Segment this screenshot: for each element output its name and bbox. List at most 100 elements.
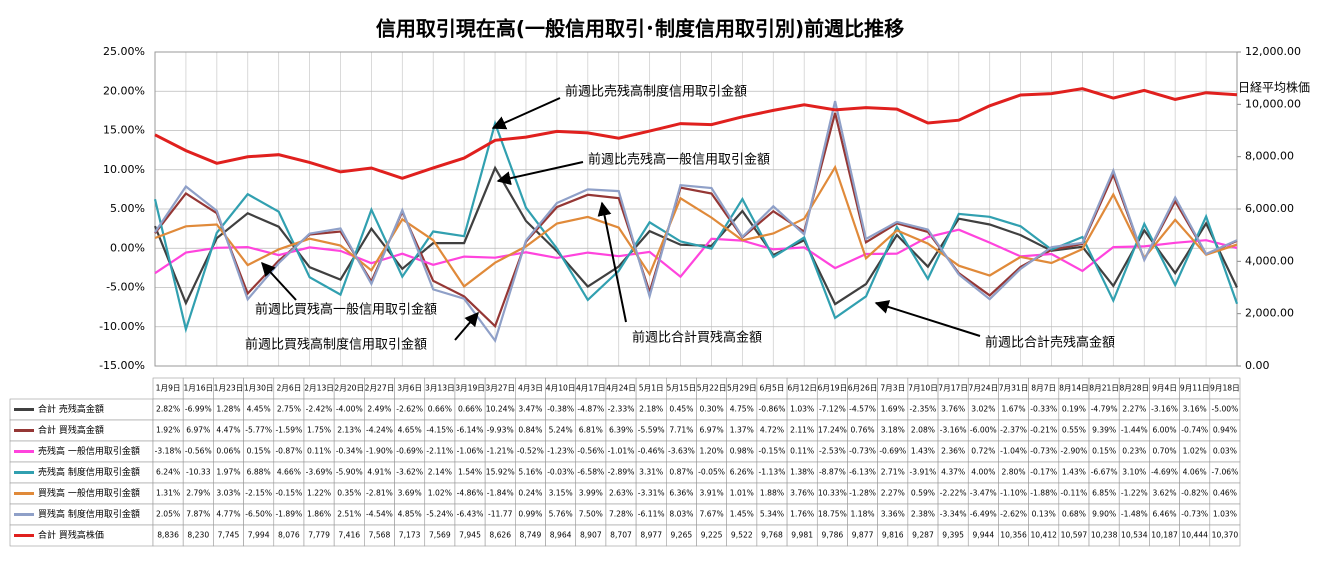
table-value: 7.50%	[579, 510, 603, 519]
y2-tick-label: 8,000.00	[1245, 150, 1294, 163]
table-value: 4.65%	[398, 426, 422, 435]
table-value: -2.33%	[608, 405, 635, 414]
table-value: 3.16%	[1183, 405, 1207, 414]
table-value: 6.36%	[669, 489, 693, 498]
series-line	[154, 100, 1238, 344]
table-value: 6.46%	[1152, 510, 1176, 519]
table-value: 7,569	[429, 531, 451, 540]
table-value: 0.66%	[428, 405, 452, 414]
table-value: 10.33%	[818, 489, 847, 498]
table-value: 3.10%	[1122, 468, 1146, 477]
table-value: 1.69%	[881, 405, 905, 414]
table-value: -0.17%	[1030, 468, 1057, 477]
y2-tick-label: 4,000.00	[1245, 254, 1294, 267]
table-value: 1.28%	[216, 405, 240, 414]
table-cell	[1209, 524, 1241, 547]
table-header: 2月27日	[365, 384, 395, 393]
table-value: 3.99%	[579, 489, 603, 498]
table-header: 4月10日	[546, 384, 576, 393]
table-value: 9,877	[852, 531, 874, 540]
table-value: -0.38%	[547, 405, 574, 414]
table-header: 6月19日	[818, 384, 848, 393]
table-value: -6.00%	[970, 426, 997, 435]
table-header: 7月17日	[938, 384, 968, 393]
table-value: 0.35%	[337, 489, 361, 498]
table-value: 0.84%	[518, 426, 542, 435]
table-header: 2月6日	[276, 384, 301, 393]
table-value: 9.39%	[1092, 426, 1116, 435]
table-value: 6.97%	[186, 426, 210, 435]
y-tick-label: -5.00%	[106, 281, 145, 294]
table-value: 0.59%	[911, 489, 935, 498]
table-value: -0.56%	[185, 447, 212, 456]
table-value: 4.45%	[247, 405, 271, 414]
table-value: -3.91%	[910, 468, 937, 477]
table-value: -2.62%	[396, 405, 423, 414]
y-tick-label: 20.00%	[103, 84, 145, 97]
table-value: -11.77	[488, 510, 513, 519]
table-header: 8月7日	[1031, 384, 1056, 393]
table-value: -1.44%	[1121, 426, 1148, 435]
series-line	[154, 228, 1238, 279]
table-value: -2.11%	[426, 447, 453, 456]
y2-tick-label: 2,000.00	[1245, 307, 1294, 320]
table-value: -0.74%	[1181, 426, 1208, 435]
chart-title: 信用取引現在高(一般信用取引･制度信用取引別)前週比推移	[376, 17, 904, 41]
y2-tick-label: 0.00	[1245, 359, 1270, 372]
table-value: 8,977	[640, 531, 662, 540]
table-value: 2.27%	[881, 489, 905, 498]
table-value: 0.46%	[1213, 489, 1237, 498]
table-value: -2.35%	[910, 405, 937, 414]
table-value: -0.73%	[849, 447, 876, 456]
table-value: -5.77%	[245, 426, 272, 435]
table-value: 1.43%	[1062, 468, 1086, 477]
table-value: -0.69%	[396, 447, 423, 456]
table-value: -0.52%	[517, 447, 544, 456]
legend-label: 売残高 一般信用取引金額	[38, 445, 140, 457]
table-value: 9,395	[942, 531, 964, 540]
table-value: -0.34%	[336, 447, 363, 456]
legend-label: 買残高 一般信用取引金額	[38, 487, 140, 499]
table-value: 4.06%	[1183, 468, 1207, 477]
table-value: -2.89%	[608, 468, 635, 477]
table-value: 0.11%	[307, 447, 331, 456]
table-value: -0.03%	[547, 468, 574, 477]
table-value: 0.98%	[730, 447, 754, 456]
table-value: 9,981	[791, 531, 813, 540]
table-value: -0.73%	[1030, 447, 1057, 456]
table-value: 1.31%	[156, 489, 180, 498]
table-value: 7,994	[248, 531, 270, 540]
table-value: 2.14%	[428, 468, 452, 477]
table-header: 6月5日	[760, 384, 785, 393]
table-value: 0.76%	[851, 426, 875, 435]
table-value: 0.87%	[669, 468, 693, 477]
table-value: 1.02%	[1183, 447, 1207, 456]
table-value: 7,745	[218, 531, 240, 540]
table-value: 2.79%	[186, 489, 210, 498]
table-value: -3.34%	[940, 510, 967, 519]
table-value: -6.50%	[245, 510, 272, 519]
table-value: -5.00%	[1211, 405, 1238, 414]
table-header: 8月14日	[1059, 384, 1089, 393]
table-value: 18.75%	[818, 510, 847, 519]
table-value: 8,964	[550, 531, 572, 540]
table-value: 17.24%	[818, 426, 847, 435]
table-value: -1.01%	[608, 447, 635, 456]
table-header: 6月26日	[848, 384, 878, 393]
table-value: 3.91%	[700, 489, 724, 498]
table-value: 8,626	[489, 531, 511, 540]
table-header: 3月19日	[455, 384, 485, 393]
table-value: -0.56%	[577, 447, 604, 456]
table-value: -2.22%	[940, 489, 967, 498]
plot-frame	[154, 51, 1238, 367]
table-value: -2.90%	[1060, 447, 1087, 456]
table-value: 9,944	[972, 531, 994, 540]
table-header: 1月23日	[214, 384, 244, 393]
table-value: -4.24%	[366, 426, 393, 435]
table-header: 8月28日	[1119, 384, 1149, 393]
table-value: 1.43%	[911, 447, 935, 456]
table-value: 4.66%	[277, 468, 301, 477]
legend-label: 合計 買残高金額	[38, 424, 104, 436]
table-value: 9,786	[822, 531, 844, 540]
table-header: 7月3日	[880, 384, 905, 393]
